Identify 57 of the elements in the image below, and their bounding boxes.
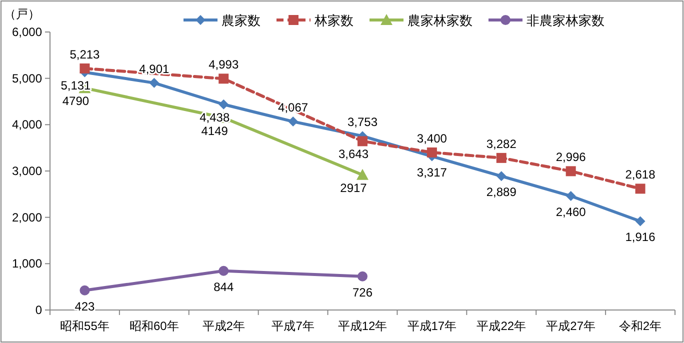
data-label: 726: [352, 285, 373, 300]
data-label: 2,460: [556, 205, 586, 220]
x-tick-label: 令和2年: [618, 319, 662, 333]
x-tick-label: 昭和55年: [60, 319, 110, 333]
point: [358, 136, 368, 146]
data-label: 4790: [62, 94, 90, 108]
y-axis-title: （戸）: [4, 7, 40, 21]
y-tick-label: 5,000: [12, 71, 42, 86]
point: [80, 63, 90, 74]
point: [288, 116, 298, 127]
x-tick-label: 平成22年: [476, 319, 526, 333]
point: [356, 168, 368, 180]
data-label: 2,889: [486, 185, 517, 200]
y-tick-label: 6,000: [12, 25, 42, 39]
x-tick-label: 昭和60年: [129, 319, 179, 333]
point: [218, 266, 229, 276]
point: [496, 152, 506, 163]
x-tick-label: 平成27年: [546, 319, 596, 333]
legend-label: 農家数: [222, 13, 260, 28]
data-label: 423: [74, 299, 96, 314]
data-label: 3,400: [416, 131, 448, 146]
y-tick-label: 0: [35, 303, 42, 317]
point: [566, 166, 576, 176]
x-tick-label: 平成12年: [338, 319, 388, 333]
point: [426, 147, 437, 158]
data-label: 3,643: [338, 147, 369, 162]
data-label: 2,996: [556, 150, 586, 164]
point: [496, 171, 506, 182]
y-tick-label: 3,000: [12, 164, 42, 178]
legend-label: 非農家林家数: [526, 13, 604, 28]
data-label: 1,916: [625, 230, 656, 244]
point: [358, 271, 368, 282]
y-tick-label: 1,000: [12, 256, 42, 271]
point: [149, 78, 160, 88]
data-label: 3,753: [347, 115, 378, 130]
y-tick-label: 2,000: [12, 210, 42, 224]
point: [218, 99, 229, 110]
data-label: 3,317: [416, 165, 448, 180]
point: [80, 285, 90, 296]
data-label: 5,213: [70, 47, 100, 62]
point: [566, 191, 576, 202]
x-tick-label: 平成7年: [272, 319, 314, 333]
data-label: 4149: [201, 124, 228, 138]
data-label: 2,618: [625, 168, 656, 182]
x-tick-label: 平成17年: [407, 319, 457, 333]
point: [218, 74, 229, 84]
data-label: 4,901: [139, 62, 170, 76]
data-label: 4,993: [208, 58, 239, 72]
legend-label: 林家数: [314, 13, 354, 28]
legend-label: 農家林家数: [408, 13, 472, 28]
point: [635, 216, 646, 226]
data-label: 3,282: [486, 136, 517, 151]
data-label: 844: [214, 280, 234, 294]
y-tick-label: 4,000: [12, 118, 42, 132]
data-label: 2917: [340, 180, 368, 195]
point: [635, 184, 646, 194]
x-tick-label: 平成2年: [202, 319, 245, 333]
